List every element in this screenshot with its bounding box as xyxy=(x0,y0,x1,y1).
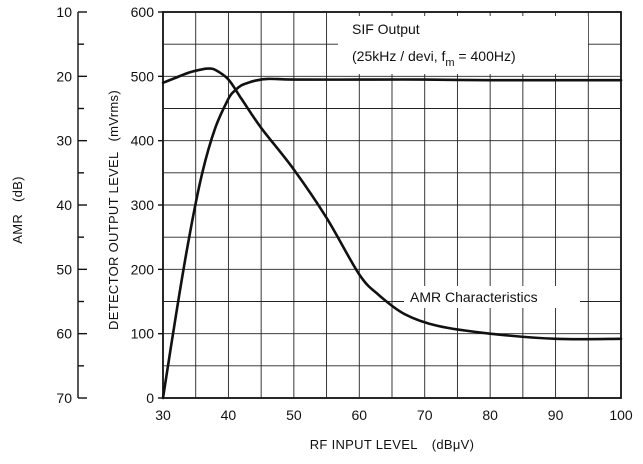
sif-annotation-detail-end: = 400Hz) xyxy=(455,48,516,64)
x-axis-title-unit: (dBμV) xyxy=(432,437,475,452)
x-tick-label: 80 xyxy=(482,407,498,423)
amr-tick-label: 50 xyxy=(56,261,72,277)
left-axis-title-unit: (mVrms) xyxy=(106,90,121,141)
amr-annotation-label: AMR Characteristics xyxy=(410,289,538,305)
sif-annotation-box xyxy=(338,16,588,74)
left-tick-label: 400 xyxy=(131,133,155,149)
sif-annotation-detail: (25kHz / devi, fm = 400Hz) xyxy=(352,48,516,69)
amr-axis-title-unit: (dB) xyxy=(10,176,25,202)
x-tick-label: 30 xyxy=(155,407,171,423)
sif-annotation-detail-start: (25kHz / devi, f xyxy=(352,48,445,64)
amr-axis-title-text: AMR xyxy=(10,214,25,244)
x-axis-title-text: RF INPUT LEVEL xyxy=(310,437,418,452)
left-axis-title: DETECTOR OUTPUT LEVEL (mVrms) xyxy=(106,90,121,330)
x-axis-title: RF INPUT LEVEL (dBμV) xyxy=(310,437,475,452)
x-tick-label: 60 xyxy=(351,407,367,423)
left-tick-label: 300 xyxy=(131,197,155,213)
x-tick-label: 70 xyxy=(417,407,433,423)
x-axis-ticks: 30 40 50 60 70 80 90 100 xyxy=(155,407,633,423)
left-tick-label: 600 xyxy=(131,4,155,20)
left-axis-ticks: 0 100 200 300 400 500 600 xyxy=(131,4,163,406)
x-tick-label: 100 xyxy=(609,407,633,423)
amr-annotation-box xyxy=(404,286,580,308)
amr-tick-label: 30 xyxy=(56,133,72,149)
left-axis-title-text: DETECTOR OUTPUT LEVEL xyxy=(106,151,121,329)
sif-annotation-subscript: m xyxy=(445,57,454,69)
amr-axis-ticks: 10 20 30 40 50 60 70 xyxy=(56,4,87,406)
amr-tick-label: 70 xyxy=(56,390,72,406)
amr-tick-label: 20 xyxy=(56,68,72,84)
amr-tick-label: 60 xyxy=(56,326,72,342)
left-tick-label: 100 xyxy=(131,326,155,342)
x-tick-label: 90 xyxy=(548,407,564,423)
x-tick-label: 50 xyxy=(286,407,302,423)
amr-axis-title: AMR (dB) xyxy=(10,176,25,244)
left-tick-label: 200 xyxy=(131,261,155,277)
amr-tick-label: 40 xyxy=(56,197,72,213)
amr-characteristics-curve xyxy=(161,67,623,341)
left-tick-label: 500 xyxy=(131,68,155,84)
x-tick-label: 40 xyxy=(221,407,237,423)
sif-annotation-title: SIF Output xyxy=(352,21,420,37)
sif-output-curve xyxy=(161,77,623,400)
amr-tick-label: 10 xyxy=(56,4,72,20)
left-tick-label: 0 xyxy=(146,390,154,406)
